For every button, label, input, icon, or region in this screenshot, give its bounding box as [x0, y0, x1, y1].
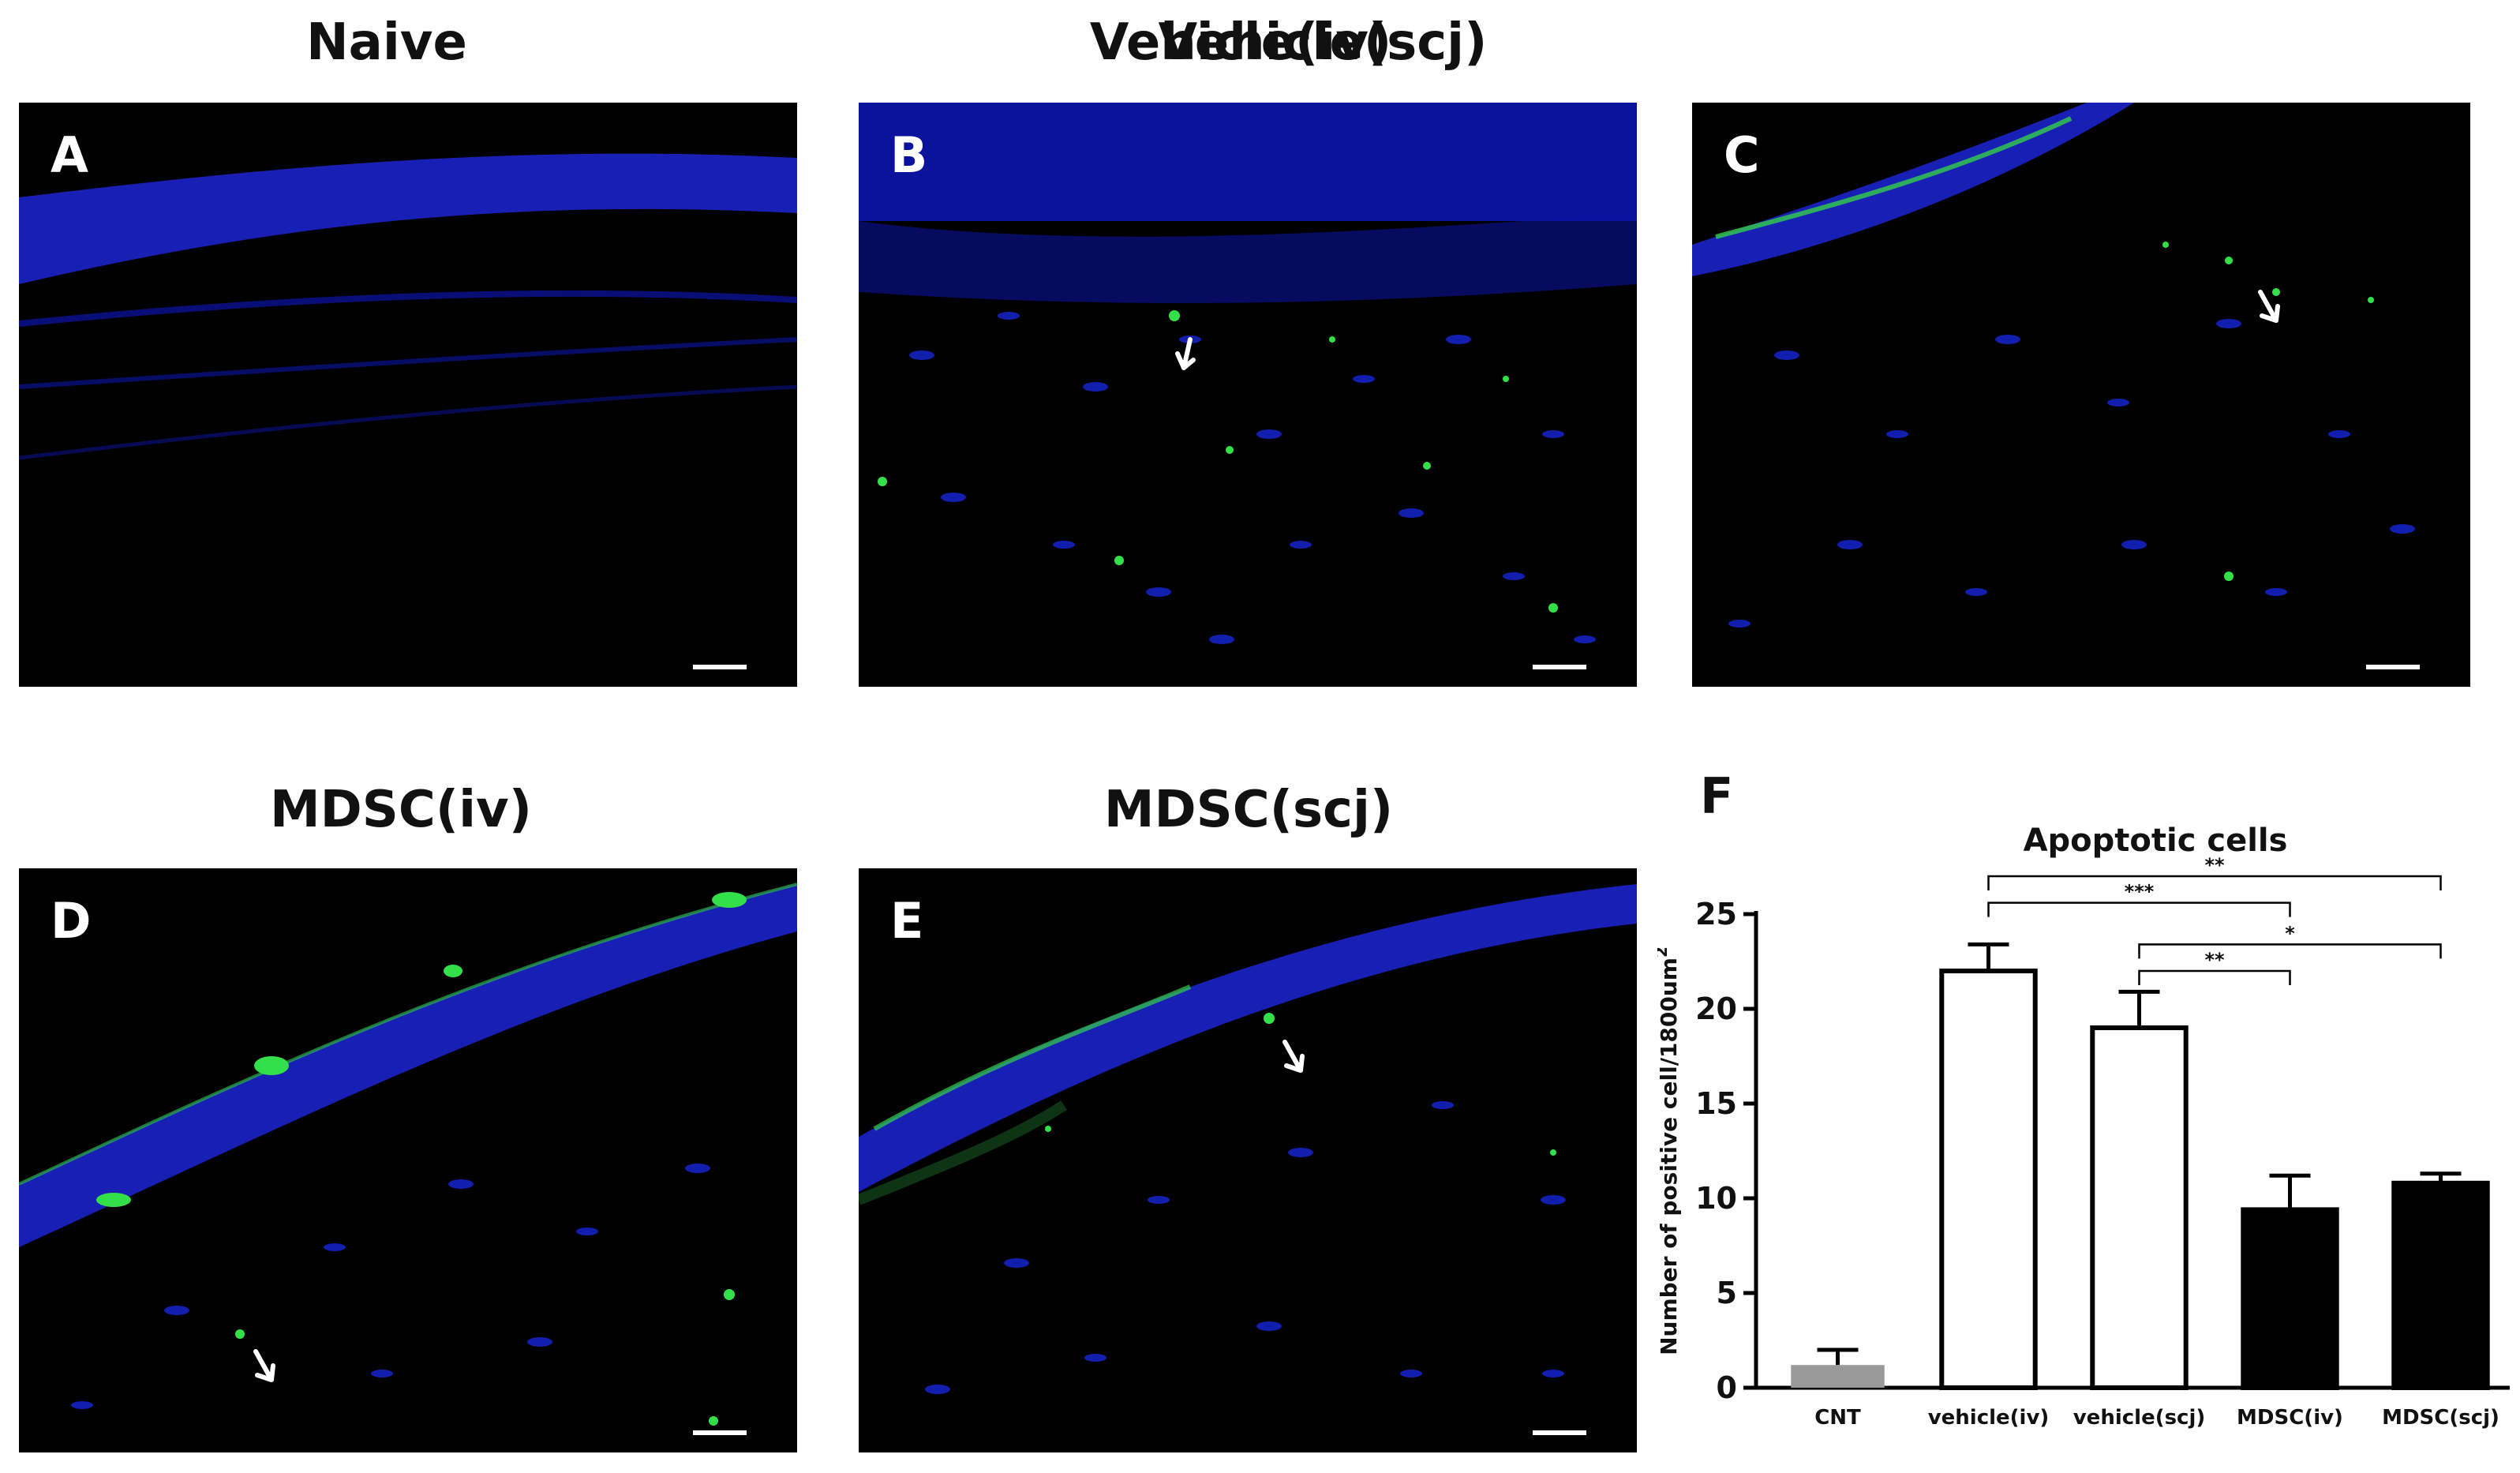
panel-f-letter: F: [1700, 767, 1734, 825]
micrograph-e: E: [859, 868, 1637, 1452]
panel-b-letter: B: [890, 126, 928, 184]
panel-a-title: Naive: [306, 13, 467, 72]
scale-bar-c: [2366, 665, 2420, 669]
apoptotic-cells-chart: Apoptotic cells Number of positive cell/…: [1657, 823, 2510, 1430]
scale-bar-d: [693, 1430, 747, 1435]
y-axis-label-main: Number of positive cell/1800um: [1657, 958, 1682, 1355]
panel-d-title: MDSC(iv): [269, 781, 533, 839]
significance-label: ***: [2125, 881, 2155, 903]
significance-label: **: [2204, 854, 2225, 876]
micrograph-c-image: [1692, 103, 2415, 628]
y-tick-label: 5: [1717, 1276, 1737, 1310]
micrograph-c: C: [1692, 103, 2470, 687]
significance-bracket: [1987, 875, 2442, 890]
micrograph-e-image: [859, 884, 1637, 1394]
x-tick-label: MDSC(iv): [2237, 1406, 2343, 1430]
x-tick-label: vehicle(iv): [1928, 1406, 2050, 1430]
micrograph-b: B: [859, 103, 1637, 687]
significance-brackets: ********: [1987, 854, 2442, 985]
y-axis-label-superscript: 2: [1657, 946, 1671, 958]
micrograph-d-image: [19, 883, 797, 1426]
x-tick-label: vehicle(scj): [2073, 1406, 2206, 1430]
svg-text:Number of positive cell/1800um: Number of positive cell/1800um2: [1657, 946, 1682, 1355]
y-tick-label: 25: [1695, 897, 1737, 931]
micrograph-d: D: [19, 868, 797, 1452]
y-tick-label: 15: [1695, 1086, 1737, 1121]
chart-title: Apoptotic cells: [2024, 823, 2288, 859]
x-tick-label: MDSC(scj): [2382, 1406, 2499, 1430]
scale-bar-b: [1533, 665, 1586, 669]
chart-bars: CNT vehicle(iv) vehicle(scj) MDSC(iv) MDSC(s…: [1791, 942, 2499, 1430]
panel-c-title: Vehicle(scj): [1158, 13, 1488, 72]
significance-bracket: [2138, 969, 2291, 985]
panel-e-title: MDSC(scj): [1103, 781, 1394, 839]
panel-b-title: Vehicle(iv): [1089, 13, 1392, 72]
bar-mdsc-iv: [2241, 1207, 2339, 1390]
y-tick-label: 20: [1695, 991, 1737, 1026]
micrograph-a-image: [19, 153, 797, 460]
panel-c-letter: C: [1724, 126, 1760, 184]
bar-vehicle-iv: [1939, 969, 2038, 1390]
y-tick-label: 0: [1717, 1370, 1737, 1405]
scale-bar-e: [1533, 1430, 1586, 1435]
panel-a-letter: A: [51, 126, 88, 184]
bar-mdsc-scj: [2391, 1180, 2490, 1390]
micrograph-a: A: [19, 103, 797, 687]
bar-cnt: [1791, 1365, 1885, 1388]
y-tick-label: 10: [1695, 1181, 1737, 1216]
scale-bar-a: [693, 665, 747, 669]
significance-bracket: [1987, 901, 2291, 917]
bar-vehicle-scj: [2090, 1025, 2189, 1390]
micrograph-b-image: [859, 103, 1637, 644]
y-axis-label: Number of positive cell/1800um2: [1657, 946, 1682, 1355]
significance-label: *: [2285, 922, 2295, 944]
significance-bracket: [2138, 943, 2442, 959]
panel-e-letter: E: [890, 892, 924, 950]
panel-d-letter: D: [51, 892, 92, 950]
x-tick-label: CNT: [1814, 1406, 1861, 1430]
significance-label: **: [2204, 949, 2225, 971]
